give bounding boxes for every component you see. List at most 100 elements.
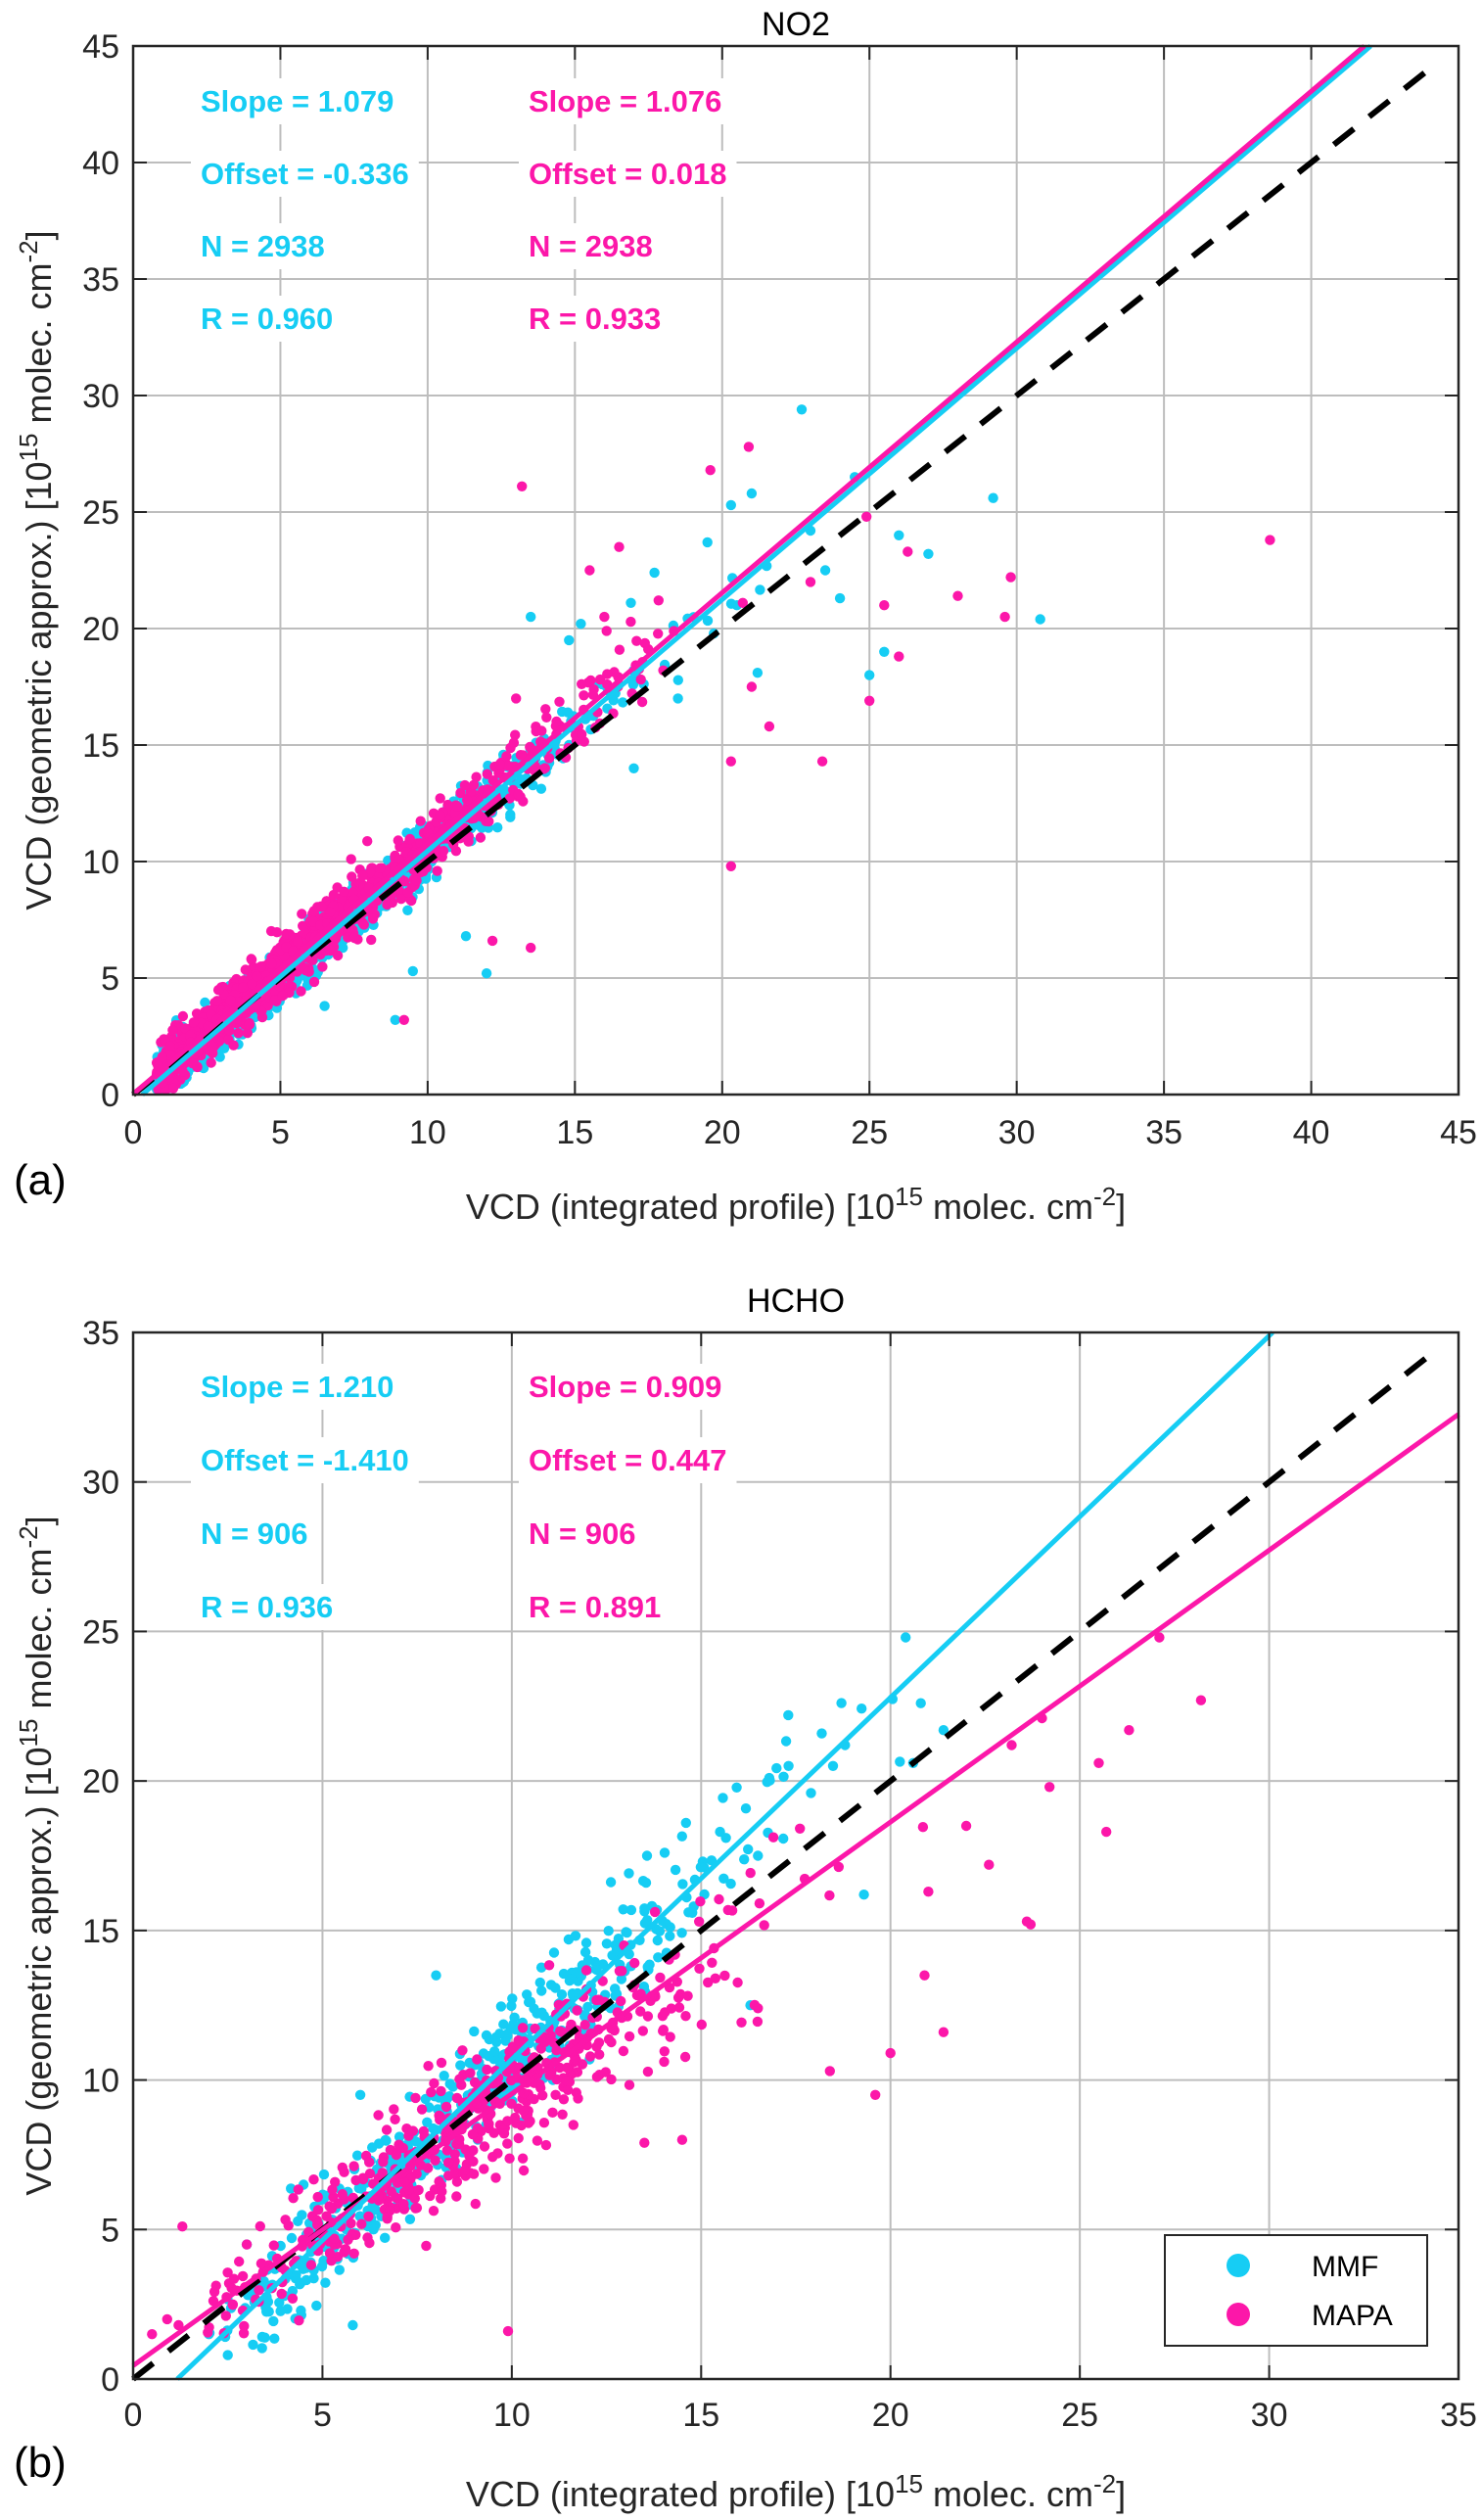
scatter-point-mmf [901, 1632, 911, 1643]
scatter-point-mapa [923, 1887, 934, 1897]
scatter-point-mapa [177, 1066, 188, 1077]
stat-background [191, 1511, 318, 1557]
scatter-point-mapa [518, 2105, 529, 2117]
scatter-point-mapa [502, 2138, 513, 2149]
scatter-point-mapa [518, 2087, 530, 2099]
scatter-point-mapa [210, 2280, 221, 2291]
scatter-point-mapa [398, 1014, 409, 1026]
scatter-point-mmf [563, 1934, 575, 1945]
scatter-point-mapa [357, 870, 368, 881]
scatter-point-mapa [498, 2128, 510, 2139]
x-tick-label: 35 [1440, 2397, 1477, 2434]
scatter-point-mmf [816, 1728, 827, 1739]
y-tick-label: 20 [82, 611, 119, 648]
scatter-point-mapa [228, 1040, 239, 1050]
stat-mmf-r: R = 0.960 [201, 302, 333, 336]
scatter-point-mapa [624, 2079, 635, 2090]
scatter-point-mmf [390, 1014, 400, 1026]
scatter-point-mapa [409, 2193, 420, 2204]
scatter-point-mapa [452, 801, 463, 812]
scatter-point-mapa [328, 936, 339, 948]
scatter-point-mapa [861, 511, 872, 522]
legend: MMF MAPA [1164, 2234, 1428, 2347]
stat-background [191, 1584, 344, 1630]
scatter-point-mmf [404, 2214, 416, 2224]
x-axis-label-end: ] [1116, 2474, 1126, 2514]
scatter-point-mmf [702, 615, 714, 627]
scatter-point-mapa [317, 961, 328, 972]
stats-mmf: Slope = 1.079 Offset = -0.336 N = 2938 R… [191, 78, 419, 342]
scatter-point-mapa [642, 2066, 654, 2077]
scatter-point-mmf [368, 2224, 379, 2235]
x-axis-label-exp: 15 [895, 2469, 923, 2498]
scatter-point-mapa [321, 945, 332, 957]
scatter-point-mapa [513, 2132, 524, 2144]
scatter-point-mmf [725, 499, 736, 511]
scatter-point-mapa [639, 2137, 650, 2148]
scatter-point-mapa [616, 1995, 626, 2007]
scatter-point-mapa [639, 637, 650, 649]
x-axis-label-exp: 15 [895, 1182, 923, 1211]
scatter-point-mmf [670, 1864, 681, 1876]
scatter-point-mapa [364, 2237, 375, 2249]
scatter-point-mmf [347, 2319, 358, 2331]
x-tick-label: 15 [682, 2397, 719, 2434]
scatter-point-mmf [469, 2026, 480, 2037]
scatter-point-mapa [553, 1999, 565, 2010]
scatter-point-mmf [410, 2136, 422, 2147]
scatter-point-mapa [1265, 535, 1275, 545]
scatter-point-mapa [283, 2220, 294, 2231]
scatter-point-mapa [719, 1970, 730, 1982]
scatter-point-mmf [200, 997, 210, 1008]
scatter-point-mmf [676, 1928, 687, 1938]
scatter-point-mapa [157, 1051, 167, 1062]
y-axis-label-exp: 15 [14, 1719, 43, 1748]
y-tick-label: 35 [82, 1315, 119, 1352]
scatter-point-mapa [545, 2030, 556, 2041]
chart-title: HCHO [747, 1283, 845, 1320]
scatter-point-mapa [508, 737, 520, 748]
x-axis-label-main: VCD (integrated profile) [10 [466, 2474, 895, 2514]
scatter-point-mapa [454, 2134, 465, 2145]
x-tick-label: 10 [493, 2397, 531, 2434]
y-tick-label: 5 [101, 2212, 119, 2249]
scatter-point-mapa [268, 2240, 279, 2251]
scatter-point-mapa [242, 1027, 253, 1039]
scatter-point-mmf [351, 2150, 363, 2161]
scatter-point-mmf [858, 1890, 869, 1900]
scatter-point-mapa [391, 2222, 401, 2233]
scatter-point-mapa [238, 982, 249, 993]
scatter-point-mapa [484, 2119, 494, 2129]
scatter-point-mapa [952, 590, 963, 601]
scatter-point-mmf [778, 1833, 789, 1844]
scatter-point-mapa [402, 887, 413, 898]
scatter-point-mapa [558, 2094, 570, 2105]
scatter-point-mapa [1124, 1725, 1135, 1736]
one-to-one-line [131, 62, 1437, 1097]
scatter-point-mmf [755, 584, 765, 595]
scatter-point-mapa [308, 976, 320, 988]
scatter-point-mmf [256, 2331, 268, 2343]
scatter-point-mapa [312, 2205, 324, 2216]
scatter-point-mapa [482, 2064, 492, 2076]
scatter-point-mapa [870, 2089, 881, 2100]
scatter-point-mapa [394, 2139, 404, 2150]
scatter-point-mapa [682, 1990, 693, 2001]
scatter-point-mapa [164, 1041, 175, 1052]
scatter-point-mapa [293, 2184, 303, 2195]
scatter-point-mapa [255, 2220, 265, 2232]
y-tick-label: 30 [82, 1465, 119, 1502]
scatter-point-mmf [718, 1873, 729, 1885]
scatter-point-mapa [642, 2011, 654, 2022]
scatter-point-mapa [460, 2144, 471, 2155]
scatter-point-mapa [312, 2191, 323, 2203]
scatter-point-mapa [726, 1905, 738, 1916]
stat-background [519, 1511, 646, 1557]
scatter-point-mapa [504, 2153, 515, 2164]
y-tick-label: 10 [82, 2063, 119, 2100]
chart-title: NO2 [762, 6, 830, 43]
scatter-point-mapa [938, 2027, 949, 2037]
scatter-point-mapa [1101, 1826, 1112, 1838]
scatter-point-mapa [695, 1896, 706, 1907]
scatter-point-mapa [432, 865, 442, 876]
